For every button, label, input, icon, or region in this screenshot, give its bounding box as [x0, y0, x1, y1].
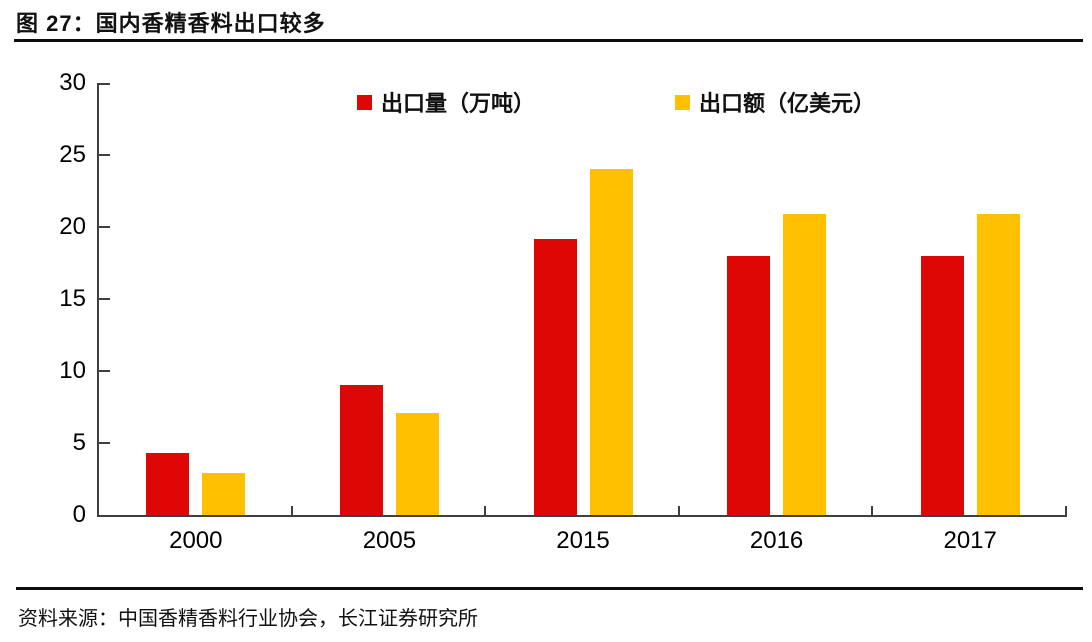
- y-tick-label: 20: [59, 213, 86, 240]
- footer-divider: [16, 587, 1083, 590]
- legend-item-export-value: 出口额（亿美元）: [675, 86, 875, 118]
- x-tick-mark: [871, 506, 874, 515]
- y-tick-label: 15: [59, 285, 86, 312]
- bar-2005-series-0: [339, 385, 383, 515]
- y-tick-label: 10: [59, 357, 86, 384]
- x-tick-mark: [677, 506, 680, 515]
- bar-2016-series-1: [783, 214, 827, 515]
- y-tick-label: 30: [59, 69, 86, 96]
- x-axis-label: 2005: [362, 527, 417, 554]
- y-tick-label: 25: [59, 141, 86, 168]
- plot-area: 2000 2005 2015 2016 2017: [97, 83, 1067, 554]
- y-tick-mark: [99, 154, 110, 156]
- source-note: 资料来源：中国香精香料行业协会，长江证券研究所: [18, 608, 478, 630]
- bar-2005-series-1: [395, 412, 439, 515]
- bar-2015-series-1: [589, 169, 633, 515]
- legend-swatch-export-volume: [357, 94, 372, 110]
- y-tick-mark: [99, 298, 110, 300]
- x-axis-label: 2000: [169, 527, 223, 554]
- bar-2017-series-0: [920, 255, 964, 515]
- y-tick-mark: [99, 226, 110, 228]
- bar-2000-series-0: [146, 453, 190, 515]
- y-tick-mark: [99, 370, 110, 372]
- x-tick-mark: [484, 506, 487, 515]
- x-tick-mark: [290, 506, 293, 515]
- bar-2017-series-1: [976, 214, 1020, 515]
- y-tick-mark: [99, 83, 110, 85]
- legend-swatch-export-value: [675, 94, 690, 110]
- legend-item-export-volume: 出口量（万吨）: [357, 86, 535, 118]
- title-divider: [14, 39, 1083, 42]
- figure-title: 图 27：国内香精香料出口较多: [16, 11, 326, 36]
- y-axis-labels: 0 5 10 15 20 25 30: [24, 69, 86, 528]
- bar-2016-series-0: [727, 255, 771, 515]
- y-tick-mark: [99, 442, 110, 444]
- y-tick-label: 5: [72, 429, 86, 456]
- y-tick-label: 0: [72, 501, 86, 528]
- legend-label-export-value: 出口额（亿美元）: [699, 91, 876, 116]
- bar-2015-series-0: [533, 238, 577, 515]
- bar-2000-series-1: [202, 473, 246, 515]
- x-axis-label: 2016: [749, 527, 804, 554]
- legend-label-export-volume: 出口量（万吨）: [381, 91, 536, 116]
- x-axis-label: 2017: [943, 527, 997, 554]
- x-tick-mark: [1065, 506, 1067, 515]
- x-axis-label: 2015: [556, 527, 610, 554]
